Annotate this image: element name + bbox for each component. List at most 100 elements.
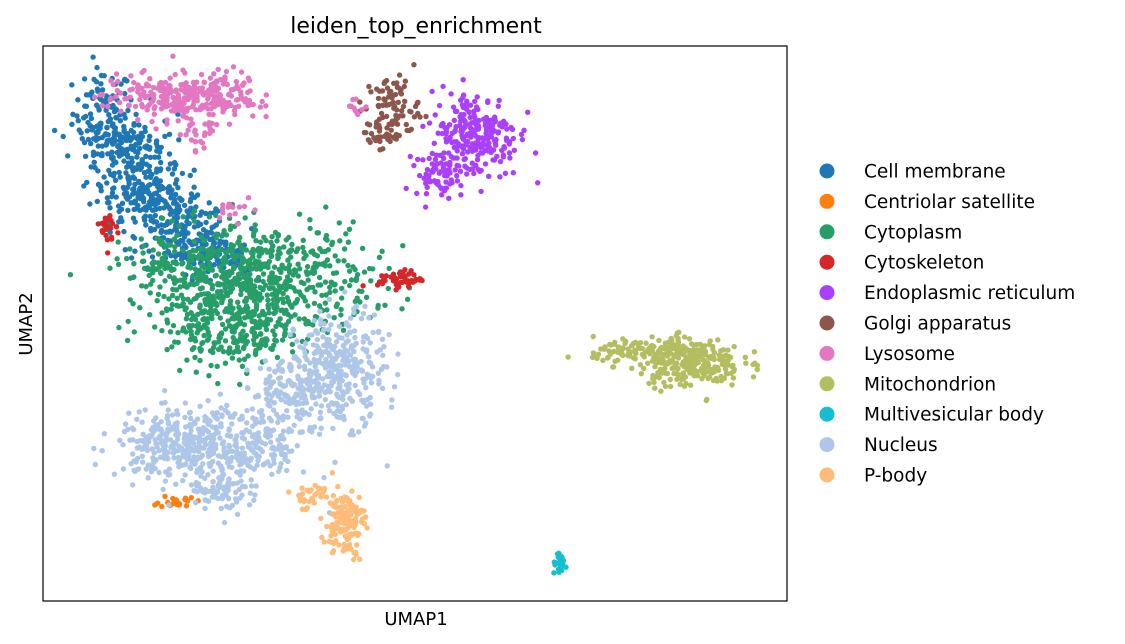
- point: [348, 277, 355, 283]
- point: [375, 305, 381, 311]
- point: [615, 357, 621, 363]
- point: [321, 539, 327, 545]
- point: [373, 137, 379, 144]
- point: [452, 139, 458, 145]
- point: [85, 136, 92, 143]
- point: [205, 106, 211, 112]
- point: [230, 64, 237, 70]
- point: [358, 367, 365, 373]
- point: [691, 367, 698, 373]
- point: [393, 287, 399, 293]
- point: [166, 151, 173, 157]
- chart-title: leiden_top_enrichment: [290, 14, 542, 39]
- point: [153, 126, 159, 132]
- point: [118, 139, 125, 145]
- point: [117, 437, 123, 443]
- point: [206, 120, 212, 126]
- point: [113, 93, 119, 100]
- point: [111, 185, 117, 191]
- point: [182, 495, 189, 501]
- point: [452, 108, 459, 115]
- point: [205, 453, 212, 460]
- point: [407, 108, 413, 115]
- point: [326, 341, 333, 347]
- point: [262, 441, 269, 447]
- point: [323, 204, 329, 210]
- point: [294, 338, 300, 344]
- point: [153, 422, 159, 428]
- point: [519, 136, 526, 143]
- point: [474, 94, 480, 100]
- point: [329, 241, 335, 248]
- point: [310, 322, 316, 328]
- point: [265, 305, 272, 311]
- point: [341, 541, 347, 547]
- point: [316, 389, 322, 395]
- point: [181, 435, 187, 441]
- point: [366, 315, 372, 321]
- point: [67, 272, 74, 278]
- point: [282, 456, 288, 462]
- point: [148, 196, 155, 202]
- legend-item: Mitochondrion: [819, 374, 996, 395]
- point: [680, 376, 686, 382]
- point: [311, 317, 318, 324]
- point: [219, 206, 226, 212]
- point: [205, 291, 211, 297]
- point: [284, 278, 291, 285]
- point: [263, 103, 269, 109]
- point: [263, 237, 269, 244]
- point: [239, 363, 246, 369]
- point: [328, 322, 334, 328]
- point: [301, 498, 307, 504]
- point: [173, 287, 180, 293]
- point: [122, 115, 128, 121]
- point: [336, 323, 343, 330]
- point: [336, 362, 342, 369]
- point: [476, 117, 482, 124]
- point: [278, 449, 284, 455]
- point: [234, 433, 240, 439]
- point: [100, 229, 106, 235]
- point: [188, 423, 194, 429]
- point: [215, 282, 221, 288]
- point: [226, 476, 232, 482]
- point: [70, 111, 76, 118]
- point: [337, 515, 344, 521]
- point: [137, 207, 143, 213]
- point: [317, 308, 323, 315]
- point: [719, 357, 725, 364]
- point: [159, 215, 166, 221]
- point: [314, 490, 320, 496]
- point: [255, 342, 261, 348]
- point: [220, 441, 226, 447]
- point: [198, 348, 204, 354]
- point: [342, 533, 348, 539]
- point: [346, 268, 353, 274]
- point: [234, 444, 240, 451]
- point: [335, 511, 341, 517]
- point: [99, 92, 106, 98]
- point: [315, 230, 322, 236]
- point: [191, 239, 198, 245]
- point: [206, 260, 213, 267]
- point: [318, 494, 324, 500]
- point: [352, 530, 358, 537]
- point: [174, 436, 181, 442]
- point: [674, 330, 680, 336]
- point: [144, 447, 150, 454]
- point: [188, 191, 195, 197]
- point: [177, 455, 183, 462]
- point: [126, 102, 132, 109]
- point: [189, 211, 196, 217]
- point: [147, 213, 153, 220]
- point: [105, 103, 111, 110]
- point: [151, 418, 157, 424]
- point: [137, 305, 143, 311]
- point: [454, 173, 460, 179]
- point: [119, 147, 126, 153]
- point: [651, 375, 658, 381]
- point: [289, 341, 295, 348]
- point: [167, 206, 174, 213]
- point: [408, 279, 414, 285]
